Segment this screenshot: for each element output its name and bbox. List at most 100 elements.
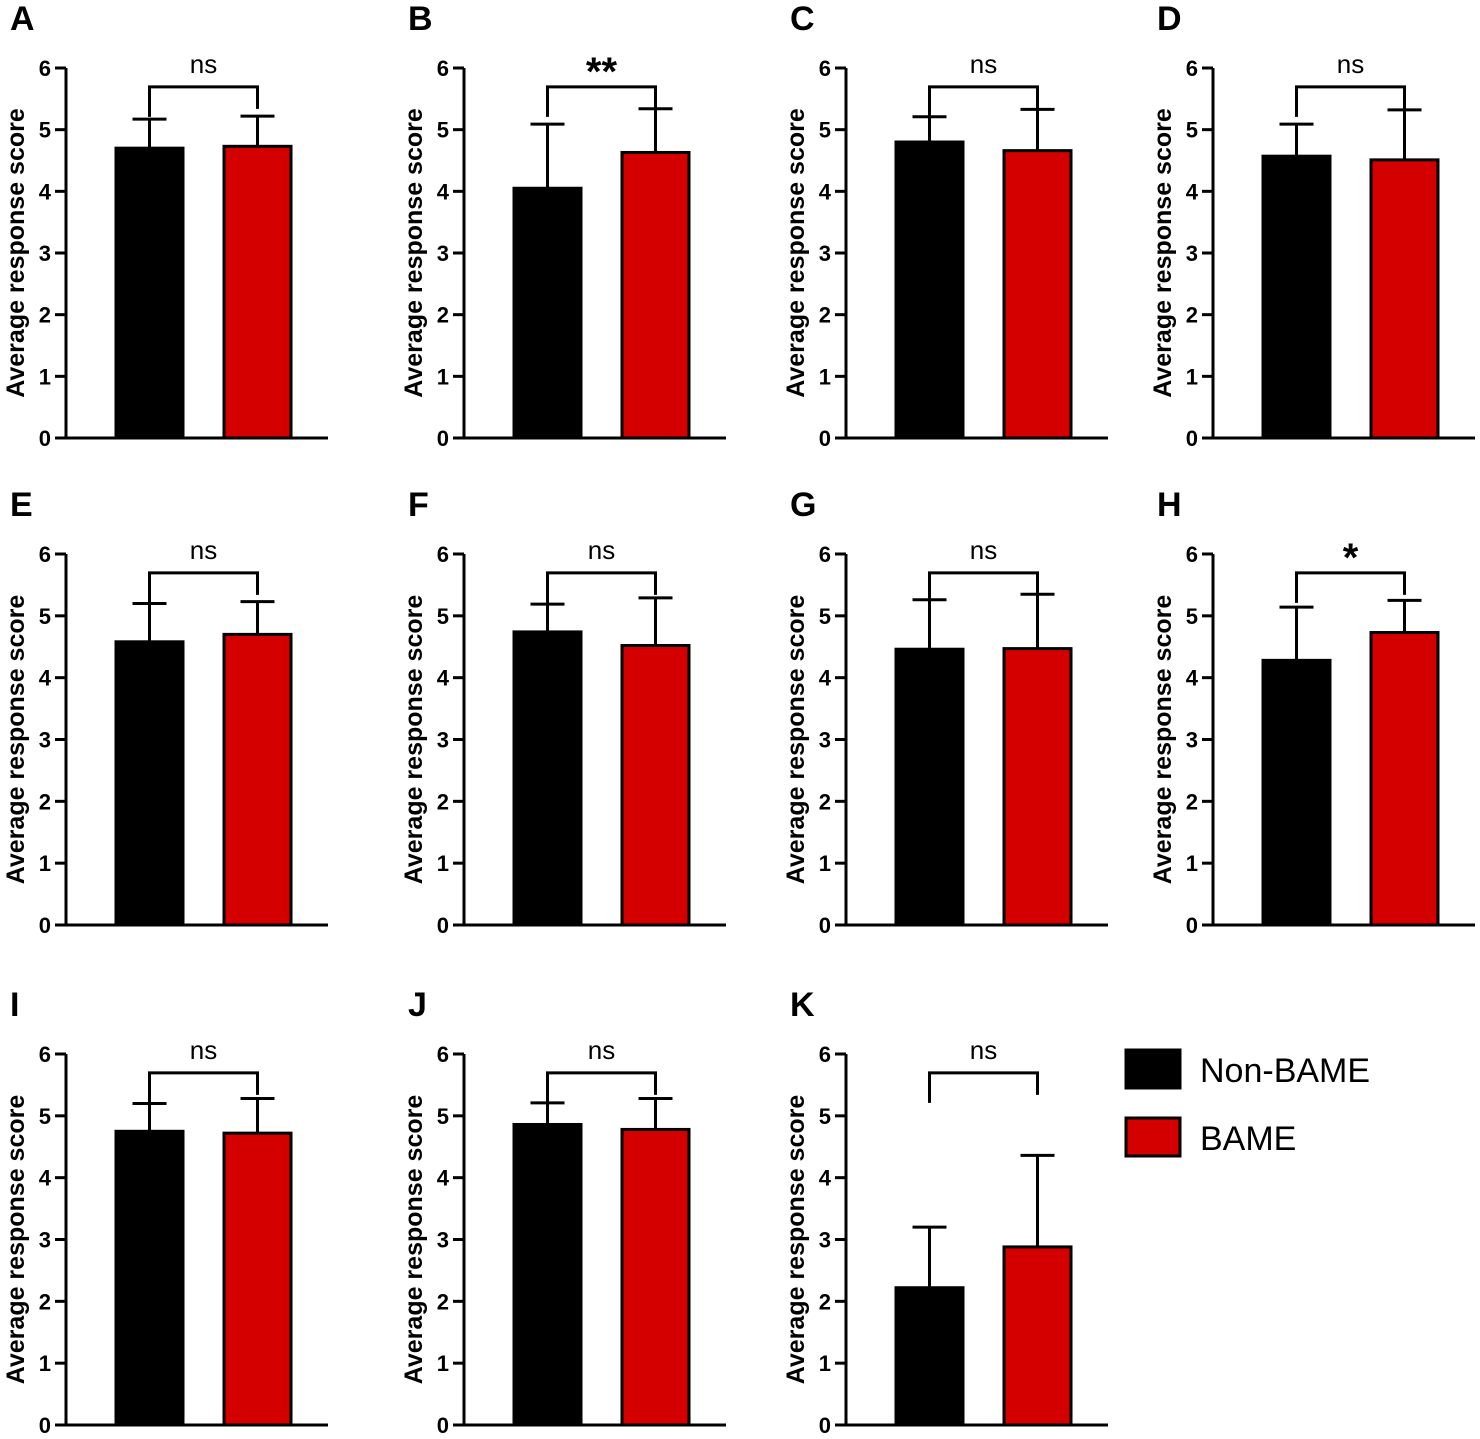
y-tick-label: 4	[437, 666, 450, 691]
y-tick-label: 4	[39, 179, 52, 204]
y-tick-label: 1	[819, 364, 831, 389]
y-tick-label: 4	[1186, 666, 1199, 691]
bar-bame	[1369, 158, 1440, 440]
y-tick-label: 1	[1186, 851, 1198, 876]
y-tick-label: 4	[1186, 179, 1199, 204]
y-tick-label: 5	[39, 604, 51, 629]
y-tick-label: 0	[39, 913, 51, 938]
bar-bame	[620, 1127, 691, 1427]
significance-label: *	[1343, 536, 1359, 580]
y-tick-label: 3	[1186, 728, 1198, 753]
significance-label: ns	[970, 535, 997, 565]
y-tick-label: 5	[437, 604, 449, 629]
bar-bame	[1002, 647, 1073, 927]
bar-non-bame	[512, 186, 583, 440]
y-axis-label: Average response score	[400, 1095, 428, 1385]
panel-letter: C	[790, 0, 815, 38]
y-tick-label: 0	[819, 426, 831, 451]
bar-bame	[620, 150, 691, 440]
y-axis-label: Average response score	[1149, 595, 1177, 885]
significance-label: ns	[970, 49, 997, 79]
y-tick-label: 2	[437, 1289, 449, 1314]
y-tick-label: 6	[437, 1042, 449, 1067]
bar-bame	[222, 144, 293, 440]
bar-non-bame	[114, 640, 185, 927]
bar-non-bame	[512, 1122, 583, 1427]
y-tick-label: 6	[819, 56, 831, 81]
y-tick-label: 3	[39, 241, 51, 266]
y-tick-label: 1	[39, 364, 51, 389]
y-tick-label: 6	[39, 1042, 51, 1067]
y-tick-label: 0	[1186, 426, 1198, 451]
bar-bame	[1002, 1245, 1073, 1427]
y-axis-label: Average response score	[1149, 108, 1177, 398]
y-tick-label: 6	[437, 542, 449, 567]
y-tick-label: 3	[437, 241, 449, 266]
y-tick-label: 2	[39, 1289, 51, 1314]
y-axis-label: Average response score	[782, 1095, 810, 1385]
y-tick-label: 0	[39, 1413, 51, 1438]
panel-c: C Average response score 0 1 2 3 4 5 6 ns	[782, 0, 1108, 451]
y-tick-label: 3	[437, 1228, 449, 1253]
bar-non-bame	[894, 647, 965, 927]
y-axis-label: Average response score	[2, 108, 30, 398]
legend-swatch-bame	[1124, 1116, 1182, 1158]
significance-bracket	[148, 1071, 259, 1103]
y-tick-label: 6	[1186, 56, 1198, 81]
y-tick-label: 0	[437, 426, 449, 451]
significance-bracket	[546, 85, 657, 117]
panel-k: K Average response score 0 1 2 3 4 5 6 ns	[782, 986, 1108, 1438]
panel-letter: F	[408, 486, 429, 524]
y-tick-label: 3	[819, 728, 831, 753]
y-tick-label: 6	[39, 56, 51, 81]
y-axis-label: Average response score	[2, 1095, 30, 1385]
y-tick-label: 5	[39, 1104, 51, 1129]
significance-bracket	[1295, 85, 1406, 117]
y-tick-label: 2	[39, 303, 51, 328]
bar-non-bame	[1261, 154, 1332, 440]
y-tick-label: 3	[39, 1228, 51, 1253]
significance-label: ns	[190, 49, 217, 79]
y-axis-label: Average response score	[400, 595, 428, 885]
y-tick-label: 1	[1186, 364, 1198, 389]
y-tick-label: 4	[437, 1166, 450, 1191]
y-tick-label: 0	[819, 913, 831, 938]
y-tick-label: 6	[819, 1042, 831, 1067]
y-tick-label: 1	[437, 851, 449, 876]
y-tick-label: 6	[819, 542, 831, 567]
panel-letter: A	[10, 0, 35, 38]
panel-letter: K	[790, 986, 815, 1024]
y-axis-label: Average response score	[400, 108, 428, 398]
panel-letter: I	[10, 986, 19, 1024]
y-tick-label: 4	[437, 179, 450, 204]
y-tick-label: 5	[1186, 118, 1198, 143]
significance-label: ns	[190, 1035, 217, 1065]
y-tick-label: 6	[39, 542, 51, 567]
panel-letter: J	[408, 986, 427, 1024]
y-tick-label: 3	[819, 1228, 831, 1253]
panel-b: B Average response score 0 1 2 3 4 5 6 **	[400, 0, 726, 451]
panel-letter: G	[790, 486, 816, 524]
y-tick-label: 6	[437, 56, 449, 81]
y-tick-label: 6	[1186, 542, 1198, 567]
bar-bame	[1002, 149, 1073, 440]
y-tick-label: 5	[437, 1104, 449, 1129]
legend-swatch-non-bame	[1124, 1048, 1182, 1090]
y-axis-label: Average response score	[782, 108, 810, 398]
bar-bame	[222, 1131, 293, 1427]
y-tick-label: 1	[39, 1351, 51, 1376]
y-tick-label: 0	[39, 426, 51, 451]
y-tick-label: 3	[819, 241, 831, 266]
significance-bracket	[928, 85, 1039, 117]
y-tick-label: 5	[437, 118, 449, 143]
y-tick-label: 3	[1186, 241, 1198, 266]
significance-bracket	[148, 85, 259, 117]
significance-label: ns	[190, 535, 217, 565]
significance-label: ns	[1337, 49, 1364, 79]
y-tick-label: 4	[39, 666, 52, 691]
y-tick-label: 1	[819, 1351, 831, 1376]
significance-bracket	[928, 571, 1039, 603]
y-tick-label: 0	[819, 1413, 831, 1438]
y-axis-label: Average response score	[2, 595, 30, 885]
y-tick-label: 2	[819, 1289, 831, 1314]
